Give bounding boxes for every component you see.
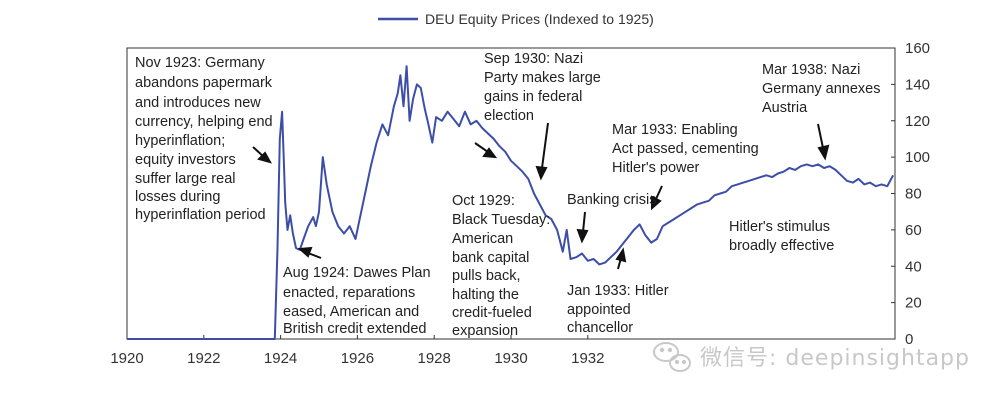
y-tick-label-40: 40 [905,258,922,275]
annotations: Nov 1923: Germany abandons papermark and… [135,51,885,339]
x-tick-label-1924: 1924 [264,350,297,367]
arrow-sep1930 [541,122,549,169]
annotation-nov1923: Nov 1923: Germany abandons papermark and… [135,55,277,223]
x-tick-label-1928: 1928 [418,350,451,367]
annotation-banking: Banking crisis [567,192,656,208]
arrow-mar1938 [817,123,824,149]
annotation-mar1938: Mar 1938: Nazi Germany annexes Austria [762,62,885,116]
annotation-jan1933: Jan 1933: Hitler appointed chancellor [567,283,673,336]
watermark-text: 微信号: deepinsightapp [700,346,970,371]
x-tick-label-1932: 1932 [571,350,604,367]
arrowhead-aug1924 [297,246,313,258]
arrow-oct1929 [474,142,489,153]
y-tick-label-20: 20 [905,295,922,312]
y-tick-label-140: 140 [905,76,930,93]
x-tick-label-1922: 1922 [187,350,220,367]
arrowhead-banking [576,228,589,244]
x-tick-label-1926: 1926 [341,350,374,367]
legend-label: DEU Equity Prices (Indexed to 1925) [425,11,654,27]
annotation-oct1929: Oct 1929: Black Tuesday: American bank c… [452,193,554,339]
arrowhead-nov1923 [257,151,273,164]
x-tick-label-1930: 1930 [494,350,527,367]
wechat-icon [653,342,691,372]
y-tick-label-80: 80 [905,186,922,203]
annotation-sep1930: Sep 1930: Nazi Party makes large gains i… [484,51,605,124]
arrowhead-mar1933 [651,195,662,211]
y-tick-label-60: 60 [905,222,922,239]
y-tick-label-160: 160 [905,40,930,57]
legend: DEU Equity Prices (Indexed to 1925) [378,11,654,27]
y-tick-label-120: 120 [905,113,930,130]
x-tick-label-1920: 1920 [110,350,143,367]
arrowhead-jan1933 [615,247,627,263]
arrowhead-mar1938 [817,144,830,161]
x-axis: 1920 1922 1924 1926 1928 1930 1932 [110,335,604,367]
annotation-aug1924: Aug 1924: Dawes Plan enacted, reparation… [283,265,435,337]
y-axis: 0 20 40 60 80 100 120 140 160 [891,40,930,348]
y-tick-label-100: 100 [905,149,930,166]
watermark: 微信号: deepinsightapp [653,342,970,372]
y-tick-label-0: 0 [905,331,913,348]
arrowhead-sep1930 [535,165,548,181]
annotation-arrows [252,122,830,270]
arrow-aug1924 [307,252,322,259]
arrow-banking [582,211,586,233]
arrowhead-oct1929 [482,147,498,159]
series-line-deu-equity [127,65,894,340]
annotation-mar1933: Mar 1933: Enabling Act passed, cementing… [612,122,763,176]
arrow-mar1933 [655,185,663,200]
annotation-stimulus: Hitler's stimulus broadly effective [729,219,834,254]
